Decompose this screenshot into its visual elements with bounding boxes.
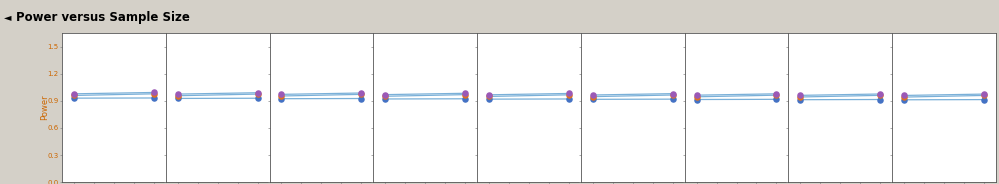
- Point: [170, 94, 186, 97]
- Point: [976, 94, 992, 97]
- Point: [274, 93, 290, 96]
- Point: [792, 94, 808, 97]
- Point: [792, 95, 808, 98]
- Point: [250, 97, 266, 100]
- Point: [768, 98, 784, 101]
- Point: [976, 93, 992, 95]
- Y-axis label: Power: Power: [40, 95, 49, 121]
- Point: [378, 98, 394, 100]
- Point: [872, 98, 888, 101]
- Point: [146, 96, 162, 99]
- Point: [976, 98, 992, 101]
- Point: [250, 91, 266, 94]
- Point: [66, 97, 82, 100]
- Point: [896, 98, 912, 101]
- Point: [688, 98, 704, 101]
- Point: [250, 93, 266, 95]
- Point: [354, 93, 370, 96]
- Point: [170, 97, 186, 100]
- Point: [458, 92, 474, 95]
- Point: [664, 92, 680, 95]
- Point: [458, 97, 474, 100]
- Point: [560, 92, 576, 95]
- Point: [354, 91, 370, 94]
- Point: [274, 95, 290, 98]
- Point: [792, 98, 808, 101]
- Point: [146, 91, 162, 94]
- Point: [896, 94, 912, 97]
- Point: [458, 93, 474, 96]
- Text: ◄: ◄: [4, 12, 12, 22]
- Point: [584, 93, 600, 96]
- Point: [584, 95, 600, 98]
- Point: [378, 93, 394, 96]
- Point: [482, 93, 498, 96]
- Point: [354, 97, 370, 100]
- Point: [768, 92, 784, 95]
- Point: [378, 95, 394, 98]
- Point: [768, 94, 784, 97]
- Point: [482, 98, 498, 101]
- Point: [66, 92, 82, 95]
- Point: [560, 98, 576, 100]
- Point: [664, 98, 680, 101]
- Point: [688, 95, 704, 98]
- Point: [274, 97, 290, 100]
- Point: [664, 93, 680, 96]
- Point: [170, 93, 186, 95]
- Point: [872, 93, 888, 95]
- Point: [688, 94, 704, 97]
- Point: [872, 94, 888, 97]
- Text: Power versus Sample Size: Power versus Sample Size: [16, 11, 190, 24]
- Point: [66, 94, 82, 97]
- Point: [146, 92, 162, 95]
- Point: [482, 95, 498, 98]
- Point: [560, 93, 576, 96]
- Point: [896, 96, 912, 99]
- Point: [584, 98, 600, 101]
